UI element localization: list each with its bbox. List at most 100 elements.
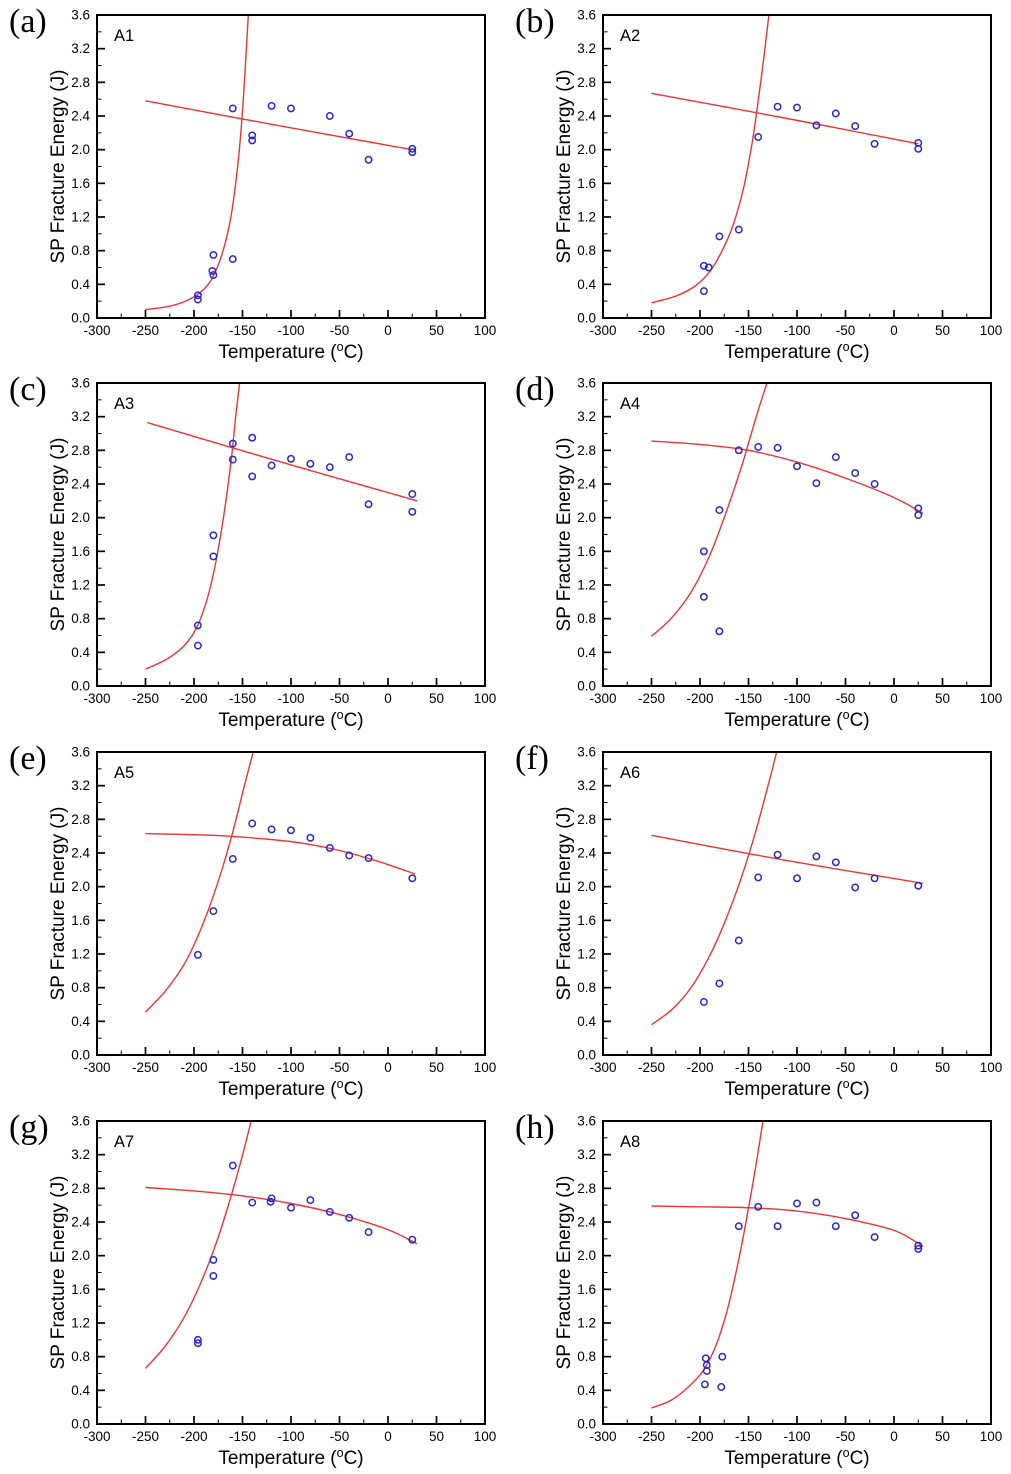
- data-point: [209, 907, 218, 916]
- data-point: [267, 461, 276, 470]
- data-point: [306, 833, 315, 842]
- data-point: [754, 133, 763, 141]
- upper-shelf-trend-curve: [651, 834, 924, 884]
- x-tick-label: -250: [638, 1429, 665, 1444]
- axis-ticks: [96, 14, 486, 319]
- data-point: [209, 271, 218, 280]
- brittle-transition-curve: [144, 1121, 252, 1369]
- data-point: [408, 148, 417, 157]
- axis-ticks: [602, 751, 992, 1056]
- y-tick-label: 2.0: [577, 879, 596, 894]
- x-tick-label: -100: [277, 1060, 304, 1075]
- brittle-transition-curve: [145, 15, 249, 311]
- x-tick-label: -150: [735, 1429, 762, 1444]
- x-tick-label: -200: [686, 323, 713, 338]
- x-tick-label: 50: [935, 1429, 950, 1444]
- y-axis-title: SP Fracture Energy (J): [554, 70, 575, 264]
- x-tick-label: -50: [836, 1429, 856, 1444]
- upper-shelf-trend-curve: [145, 832, 416, 875]
- y-tick-label: 0.4: [577, 1383, 596, 1398]
- x-tick-label: 50: [429, 691, 444, 706]
- data-point: [717, 1383, 726, 1391]
- plot-a3: -300 -250 -200 -150 -100 -50 0 50 100 0.0 0.4 0.8 1.…: [48, 376, 496, 732]
- panel-d: (d) -300 -250 -200 -150 -100 -50 0 50 100 0.0 0.4 0…: [506, 368, 1011, 736]
- data-point: [734, 936, 743, 945]
- y-axis-title: SP Fracture Energy (J): [554, 438, 575, 632]
- data-point: [228, 439, 237, 448]
- data-point: [287, 454, 295, 463]
- y-tick-label: 3.2: [71, 409, 90, 424]
- y-tick-label: 2.8: [71, 443, 90, 458]
- panel-letter: (f): [515, 740, 549, 777]
- y-tick-label: 3.6: [71, 8, 90, 23]
- x-tick-label: -100: [783, 1429, 810, 1444]
- axis-ticks: [96, 751, 486, 1056]
- data-point: [209, 531, 218, 540]
- panel-a: (a) -300 -250 -200 -150 -100 -50 0 50 100 0.0 0.4 0…: [0, 0, 505, 368]
- y-tick-label: 0.8: [577, 1349, 596, 1364]
- x-tick-label: 0: [890, 1429, 898, 1444]
- axis-ticks: [602, 14, 992, 319]
- x-tick-label: -300: [83, 1429, 110, 1444]
- y-tick-label: 2.4: [71, 1215, 90, 1230]
- x-tick-label: 0: [890, 1060, 898, 1075]
- x-tick-label: -300: [589, 1429, 616, 1444]
- panel-letter: (g): [9, 1109, 49, 1146]
- x-tick-label: -200: [686, 691, 713, 706]
- data-point: [325, 112, 334, 120]
- data-point: [248, 433, 257, 442]
- y-tick-label: 1.2: [577, 578, 596, 593]
- y-tick-label: 0.0: [71, 679, 90, 694]
- y-tick-label: 0.8: [577, 243, 596, 258]
- plot-frame: [96, 382, 486, 687]
- x-tick-label: -150: [735, 1060, 762, 1075]
- data-point: [287, 104, 295, 113]
- y-tick-label: 0.0: [71, 1417, 90, 1432]
- x-tick-label: -150: [229, 323, 256, 338]
- x-tick-label: -200: [180, 1429, 207, 1444]
- x-tick-label: 100: [980, 691, 1003, 706]
- x-tick-label: -300: [589, 323, 616, 338]
- data-point: [754, 443, 763, 451]
- data-point: [408, 507, 417, 516]
- fit-curves: [651, 1121, 924, 1409]
- y-axis-title: SP Fracture Energy (J): [554, 1176, 575, 1370]
- panel-h: (h) -300 -250 -200 -150 -100 -50 0 50 100 0.0 0.4 0…: [506, 1106, 1011, 1474]
- x-tick-label: 0: [384, 323, 392, 338]
- y-tick-label: 3.2: [577, 778, 596, 793]
- data-point: [704, 263, 713, 272]
- y-tick-label: 0.8: [71, 980, 90, 995]
- x-tick-label: -300: [83, 1060, 110, 1075]
- x-tick-label: -250: [638, 323, 665, 338]
- x-tick-label: -250: [132, 323, 159, 338]
- data-point: [715, 979, 724, 988]
- y-tick-label: 2.8: [577, 812, 596, 827]
- y-tick-label: 1.2: [577, 1316, 596, 1331]
- plot-a8: -300 -250 -200 -150 -100 -50 0 50 100 0.0 0.4 0.8 1.…: [554, 1114, 1002, 1470]
- x-tick-label: -200: [180, 1060, 207, 1075]
- alloy-label: A5: [114, 764, 134, 782]
- data-point: [228, 104, 237, 113]
- y-tick-label: 0.8: [71, 243, 90, 258]
- data-point: [248, 136, 257, 145]
- y-tick-label: 0.4: [71, 1383, 90, 1398]
- data-point: [793, 462, 801, 471]
- data-point: [408, 1235, 417, 1244]
- y-axis-title: SP Fracture Energy (J): [48, 438, 69, 632]
- data-point: [718, 1352, 727, 1361]
- data-point: [699, 592, 708, 601]
- y-tick-label: 1.2: [577, 210, 596, 225]
- data-point: [267, 101, 276, 110]
- x-tick-label: -50: [330, 1429, 350, 1444]
- y-tick-label: 3.6: [71, 1114, 90, 1129]
- y-tick-label: 3.6: [577, 376, 596, 391]
- x-tick-label: 100: [474, 1429, 497, 1444]
- x-tick-label: -100: [277, 323, 304, 338]
- data-point: [812, 852, 821, 861]
- y-tick-label: 1.2: [71, 947, 90, 962]
- y-tick-label: 2.0: [71, 510, 90, 525]
- y-tick-label: 3.2: [577, 409, 596, 424]
- y-tick-label: 0.0: [577, 1048, 596, 1063]
- x-tick-label: 50: [429, 1429, 444, 1444]
- x-axis-title: Temperature (oC): [218, 1446, 363, 1469]
